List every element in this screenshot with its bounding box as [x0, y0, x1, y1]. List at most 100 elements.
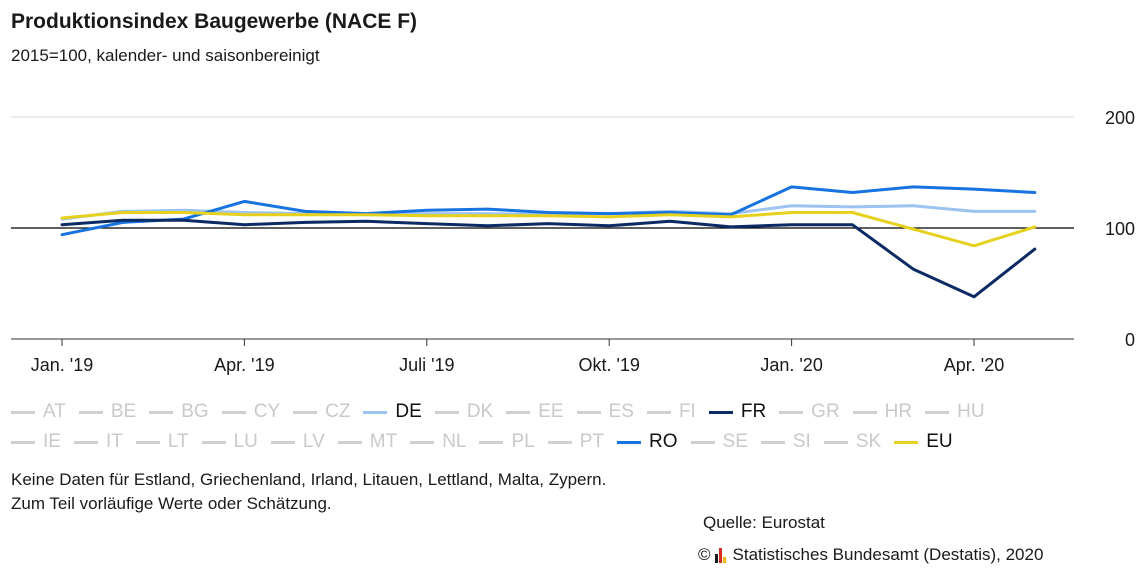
legend-item-nl[interactable]: NL [410, 431, 466, 453]
legend: AT BE BG CY CZ DE DK EE ES FI FR GR HR HU IE IT LT LU LV MT… [11, 397, 1136, 457]
legend-item-si[interactable]: SI [760, 431, 811, 453]
series-line-ro [60, 185, 1037, 237]
legend-swatch [823, 440, 848, 444]
legend-label: IT [105, 431, 123, 452]
legend-swatch [11, 410, 35, 414]
legend-swatch [337, 440, 362, 444]
line-chart: 0 100 200 Jan. '19 Apr. '19 Juli '19 Okt. '19 J… [11, 108, 1135, 375]
legend-item-mt[interactable]: MT [337, 431, 398, 453]
legend-swatch [78, 410, 103, 414]
legend-row: IE IT LT LU LV MT NL PL PT RO SE SI SK EU [11, 427, 1136, 457]
copyright-line: © Statistisches Bundesamt (Destatis), 20… [698, 545, 1043, 565]
legend-swatch [221, 410, 246, 414]
legend-label: MT [369, 431, 398, 452]
y-tick-label: 200 [1105, 108, 1135, 128]
legend-swatch [506, 410, 531, 414]
legend-item-ro[interactable]: RO [617, 431, 678, 453]
legend-item-gr[interactable]: GR [779, 401, 840, 423]
legend-swatch [760, 440, 785, 444]
legend-label: DE [395, 401, 422, 422]
destatis-logo-icon [714, 547, 727, 563]
legend-label: LU [233, 431, 258, 452]
legend-label: BG [181, 401, 209, 422]
legend-label: EE [538, 401, 564, 422]
legend-label: BE [110, 401, 137, 422]
legend-swatch [135, 440, 160, 444]
copyright-symbol: © [698, 545, 711, 564]
copyright-text: Statistisches Bundesamt (Destatis), 2020 [732, 545, 1044, 564]
legend-item-ie[interactable]: IE [11, 431, 61, 453]
x-tick-label: Apr. '20 [944, 355, 1004, 375]
chart-subtitle: 2015=100, kalender- und saisonbereinigt [11, 46, 320, 65]
legend-item-se[interactable]: SE [690, 431, 748, 453]
legend-item-eu[interactable]: EU [894, 431, 953, 453]
legend-item-dk[interactable]: DK [434, 401, 494, 423]
source-label: Quelle: Eurostat [703, 513, 825, 532]
legend-item-fi[interactable]: FI [646, 401, 696, 423]
legend-item-hr[interactable]: HR [852, 401, 913, 423]
legend-item-fr[interactable]: FR [708, 401, 767, 423]
legend-swatch [925, 410, 950, 414]
legend-label: RO [649, 431, 678, 452]
legend-label: LV [302, 431, 325, 452]
x-tick-label: Okt. '19 [578, 355, 639, 375]
chart-title: Produktionsindex Baugewerbe (NACE F) [11, 10, 418, 33]
legend-item-es[interactable]: ES [576, 401, 634, 423]
y-tick-label: 0 [1125, 330, 1135, 350]
legend-item-be[interactable]: BE [78, 401, 137, 423]
legend-swatch [852, 410, 877, 414]
legend-swatch [576, 410, 601, 414]
legend-swatch [201, 440, 226, 444]
legend-item-lv[interactable]: LV [270, 431, 325, 453]
legend-label: SI [792, 431, 811, 452]
legend-item-hu[interactable]: HU [925, 401, 985, 423]
legend-label: IE [43, 431, 61, 452]
x-tick-label: Jan. '19 [31, 355, 93, 375]
legend-swatch [11, 440, 35, 444]
legend-swatch [293, 410, 318, 414]
legend-label: GR [811, 401, 840, 422]
legend-swatch [149, 410, 174, 414]
legend-label: NL [442, 431, 467, 452]
legend-item-de[interactable]: DE [363, 401, 422, 423]
legend-item-at[interactable]: AT [11, 401, 66, 423]
legend-swatch [690, 440, 715, 444]
series-line-fr [60, 218, 1037, 299]
legend-item-lu[interactable]: LU [201, 431, 258, 453]
legend-label: PL [511, 431, 535, 452]
x-tick-label: Apr. '19 [214, 355, 274, 375]
legend-label: SK [855, 431, 882, 452]
legend-swatch [708, 410, 733, 414]
legend-item-lt[interactable]: LT [135, 431, 189, 453]
x-tick-label: Juli '19 [399, 355, 454, 375]
note-preliminary: Zum Teil vorläufige Werte oder Schätzung… [11, 494, 332, 513]
legend-swatch [779, 410, 804, 414]
y-tick-label: 100 [1105, 219, 1135, 239]
legend-label: DK [466, 401, 494, 422]
legend-swatch [547, 440, 572, 444]
legend-item-it[interactable]: IT [73, 431, 123, 453]
legend-item-bg[interactable]: BG [149, 401, 209, 423]
note-missing-data: Keine Daten für Estland, Griechenland, I… [11, 470, 607, 489]
legend-label: ES [608, 401, 634, 422]
legend-item-cz[interactable]: CZ [293, 401, 350, 423]
legend-row: AT BE BG CY CZ DE DK EE ES FI FR GR HR HU [11, 397, 1136, 427]
legend-swatch [894, 440, 919, 444]
legend-swatch [410, 440, 435, 444]
footnotes: Keine Daten für Estland, Griechenland, I… [11, 468, 606, 516]
legend-item-ee[interactable]: EE [506, 401, 564, 423]
legend-item-sk[interactable]: SK [823, 431, 882, 453]
legend-swatch [270, 440, 295, 444]
legend-label: FR [740, 401, 767, 422]
legend-label: LT [167, 431, 189, 452]
legend-item-pl[interactable]: PL [479, 431, 535, 453]
legend-item-cy[interactable]: CY [221, 401, 280, 423]
legend-label: FI [678, 401, 696, 422]
legend-label: SE [722, 431, 748, 452]
x-tick-label: Jan. '20 [760, 355, 822, 375]
legend-swatch [363, 410, 388, 414]
legend-label: HU [957, 401, 985, 422]
legend-label: AT [43, 401, 66, 422]
legend-item-pt[interactable]: PT [547, 431, 604, 453]
legend-label: HR [884, 401, 913, 422]
